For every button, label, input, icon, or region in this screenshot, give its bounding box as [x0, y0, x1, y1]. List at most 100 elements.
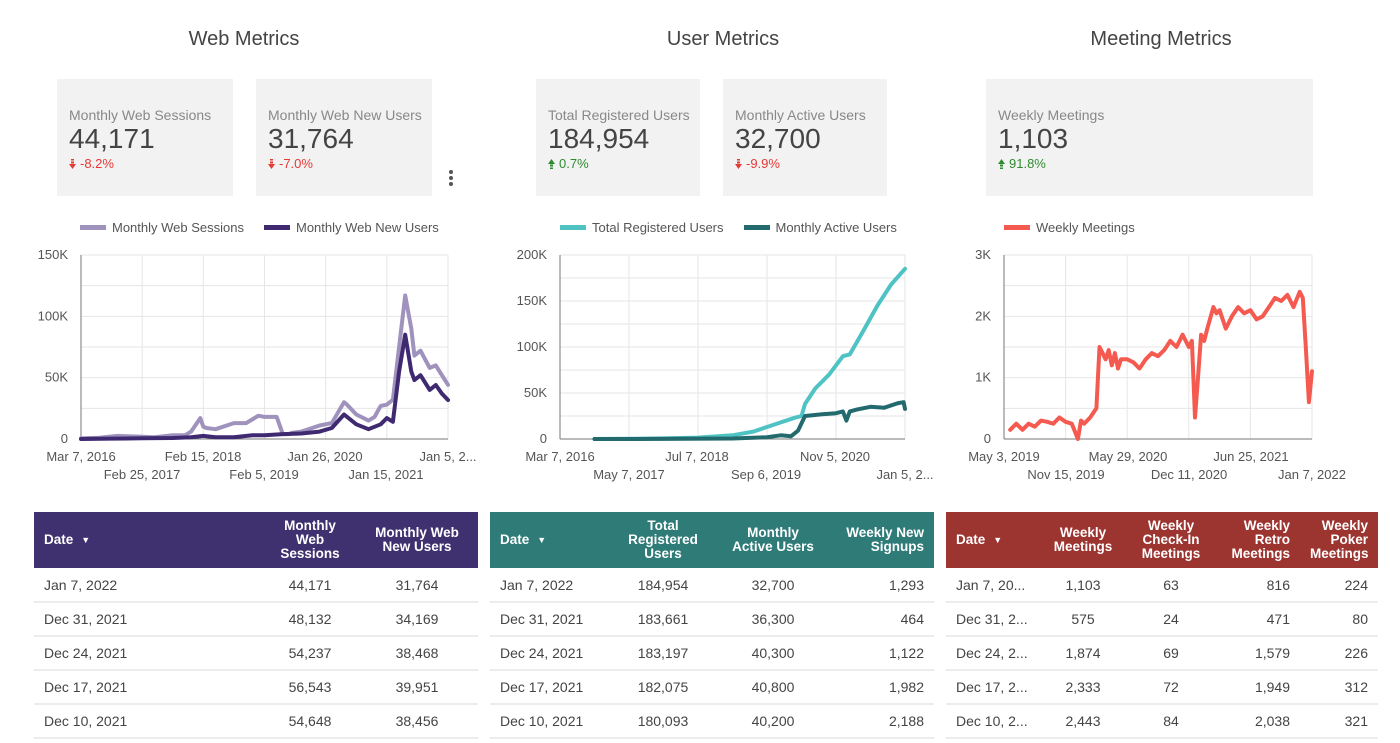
cell-value: 312: [1300, 670, 1378, 705]
legend-item-monthly-web-sessions[interactable]: Monthly Web Sessions: [80, 220, 244, 235]
meeting-chart-legend: Weekly Meetings: [1004, 220, 1135, 235]
table-row[interactable]: Dec 10, 2021 54,648 38,456: [34, 704, 478, 739]
x-tick-label: Jan 15, 2021: [348, 467, 423, 482]
table-row[interactable]: Jan 7, 2022 44,171 31,764: [34, 568, 478, 603]
column-header-date[interactable]: Date ▼: [500, 532, 547, 547]
cell-value: 34,169: [356, 602, 478, 637]
column-header-date[interactable]: Date ▼: [44, 532, 91, 547]
cell-date: Dec 24, 2021: [490, 636, 608, 671]
kpi-delta: 0.7%: [548, 156, 688, 171]
x-tick-label: Feb 25, 2017: [104, 467, 181, 482]
legend-item-monthly-active-users[interactable]: Monthly Active Users: [743, 220, 897, 235]
arrow-up-icon: [548, 158, 555, 169]
kpi-label: Monthly Web New Users: [268, 107, 422, 123]
table-row[interactable]: Dec 17, 2021 182,075 40,800 1,982: [490, 670, 934, 705]
column-header-weekly-new-signups[interactable]: Weekly New Signups: [846, 525, 924, 554]
table-row[interactable]: Dec 17, 2... 2,333 72 1,949 312: [946, 670, 1378, 705]
table-row[interactable]: Dec 24, 2021 183,197 40,300 1,122: [490, 636, 934, 671]
series-line-monthly-web-new-users[interactable]: [79, 332, 450, 441]
column-header-total-registered-users[interactable]: Total Registered Users: [628, 518, 698, 561]
column-header-monthly-web-new-users[interactable]: Monthly Web New Users: [375, 525, 459, 554]
table-row[interactable]: Jan 7, 2022 184,954 32,700 1,293: [490, 568, 934, 603]
legend-swatch: [80, 225, 106, 230]
table-row[interactable]: Dec 24, 2... 1,874 69 1,579 226: [946, 636, 1378, 671]
table-row[interactable]: Dec 10, 2021 180,093 40,200 2,188: [490, 704, 934, 739]
column-header-weekly-retro-meetings[interactable]: Weekly Retro Meetings: [1231, 518, 1290, 561]
cell-value: 1,579: [1214, 636, 1300, 671]
cell-value: 84: [1128, 704, 1214, 739]
legend-swatch: [264, 225, 290, 230]
column-header-monthly-web-sessions[interactable]: Monthly Web Sessions: [280, 518, 340, 561]
cell-value: 180,093: [608, 704, 718, 739]
x-tick-label: Nov 5, 2020: [800, 449, 870, 464]
y-tick-label: 1K: [975, 370, 991, 385]
legend-label: Monthly Web New Users: [296, 220, 439, 235]
cell-value: 38,456: [356, 704, 478, 739]
caret-down-icon: ▼: [81, 535, 91, 545]
kpi-label: Weekly Meetings: [998, 107, 1105, 123]
kpi-delta-value: -8.2%: [80, 156, 114, 171]
web-metrics-title: Web Metrics: [188, 28, 300, 50]
cell-date: Dec 24, 2...: [946, 636, 1038, 671]
kpi-label: Monthly Active Users: [735, 107, 866, 123]
kpi-card-weekly-meetings: Weekly Meetings 1,103 91.8%: [986, 79, 1313, 196]
cell-value: 2,333: [1038, 670, 1128, 705]
column-header-date[interactable]: Date ▼: [956, 532, 1003, 547]
y-tick-label: 200K: [517, 247, 548, 262]
kpi-delta: -9.9%: [735, 156, 875, 171]
arrow-up-icon: [998, 158, 1005, 169]
cell-date: Dec 31, 2...: [946, 602, 1038, 637]
legend-label: Monthly Active Users: [775, 220, 897, 235]
cell-value: 44,171: [264, 568, 356, 603]
series-line-monthly-active-users[interactable]: [592, 400, 907, 441]
legend-item-total-registered-users[interactable]: Total Registered Users: [560, 220, 724, 235]
table-row[interactable]: Dec 31, 2021 48,132 34,169: [34, 602, 478, 637]
kpi-delta: -8.2%: [69, 156, 221, 171]
kpi-delta: 91.8%: [998, 156, 1301, 171]
cell-date: Dec 31, 2021: [34, 602, 264, 637]
cell-value: 39,951: [356, 670, 478, 705]
kpi-delta-value: 91.8%: [1009, 156, 1046, 171]
column-header-monthly-active-users[interactable]: Monthly Active Users: [732, 525, 814, 554]
x-tick-label: Mar 7, 2016: [46, 449, 115, 464]
cell-value: 224: [1300, 568, 1378, 603]
column-header-weekly-poker-meetings[interactable]: Weekly Poker Meetings: [1310, 518, 1369, 561]
x-tick-label: Jan 5, 2...: [876, 467, 933, 482]
series-line-total-registered-users[interactable]: [592, 266, 907, 441]
cell-value: 31,764: [356, 568, 478, 603]
cell-value: 184,954: [608, 568, 718, 603]
table-row[interactable]: Dec 17, 2021 56,543 39,951: [34, 670, 478, 705]
cell-date: Dec 10, 2021: [490, 704, 608, 739]
kpi-value: 32,700: [735, 123, 821, 154]
cell-value: 56,543: [264, 670, 356, 705]
x-tick-label: May 7, 2017: [593, 467, 665, 482]
column-header-weekly-check-in-meetings[interactable]: Weekly Check-In Meetings: [1141, 518, 1201, 561]
cell-date: Dec 31, 2021: [490, 602, 608, 637]
cell-value: 464: [828, 602, 934, 637]
table-row[interactable]: Jan 7, 20... 1,103 63 816 224: [946, 568, 1378, 603]
cell-date: Jan 7, 20...: [946, 568, 1038, 603]
table-row[interactable]: Dec 10, 2... 2,443 84 2,038 321: [946, 704, 1378, 739]
user-metrics-title: User Metrics: [666, 28, 780, 50]
cell-value: 40,800: [718, 670, 828, 705]
caret-down-icon: ▼: [537, 535, 547, 545]
legend-item-weekly-meetings[interactable]: Weekly Meetings: [1004, 220, 1135, 235]
x-tick-label: Nov 15, 2019: [1027, 467, 1104, 482]
x-tick-label: Feb 15, 2018: [165, 449, 242, 464]
kpi-delta-value: 0.7%: [559, 156, 589, 171]
cell-date: Jan 7, 2022: [490, 568, 608, 603]
more-options-button[interactable]: [446, 169, 456, 187]
table-row[interactable]: Dec 31, 2021 183,661 36,300 464: [490, 602, 934, 637]
table-row[interactable]: Dec 31, 2... 575 24 471 80: [946, 602, 1378, 637]
cell-value: 38,468: [356, 636, 478, 671]
cell-value: 183,197: [608, 636, 718, 671]
y-tick-label: 150K: [38, 247, 69, 262]
kpi-card-monthly-active-users: Monthly Active Users 32,700 -9.9%: [723, 79, 887, 196]
series-line-weekly-meetings[interactable]: [1008, 289, 1314, 441]
cell-date: Jan 7, 2022: [34, 568, 264, 603]
legend-item-monthly-web-new-users[interactable]: Monthly Web New Users: [264, 220, 439, 235]
x-tick-label: Feb 5, 2019: [229, 467, 298, 482]
cell-date: Dec 10, 2021: [34, 704, 264, 739]
table-row[interactable]: Dec 24, 2021 54,237 38,468: [34, 636, 478, 671]
column-header-weekly-meetings[interactable]: Weekly Meetings: [1053, 525, 1113, 554]
